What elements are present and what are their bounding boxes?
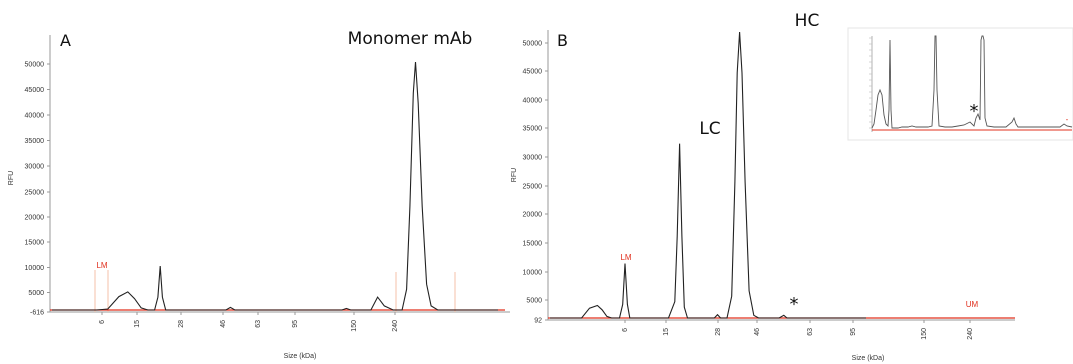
panel-a-ylabel: RFU bbox=[8, 171, 15, 185]
panel-b-inset: - * bbox=[847, 27, 1073, 141]
panel-a-trace bbox=[52, 61, 498, 311]
panel-b-x-tick-label: 6 bbox=[622, 328, 629, 332]
panel-a-x-tick-label: 63 bbox=[255, 320, 262, 328]
panel-b-y-tick-label: 25000 bbox=[523, 184, 543, 191]
panel-a-y-tick-label: 50000 bbox=[25, 62, 45, 69]
panel-a-y-tick-label: 15000 bbox=[25, 240, 45, 247]
panel-b-x-tick-label: 15 bbox=[663, 328, 670, 336]
inset-asterisk: * bbox=[970, 101, 979, 122]
panel-a-y-tick-label: 45000 bbox=[25, 87, 45, 94]
panel-a-y-ticks: -616 5000 10000 15000 20000 25000 30000 35000 40… bbox=[25, 62, 50, 317]
panel-b-lc-label: LC bbox=[699, 119, 720, 139]
panel-b-y-tick-label: 40000 bbox=[523, 98, 543, 105]
panel-a-chart: A RFU Size (kDa) -616 5000 10000 15000 20000… bbox=[8, 29, 510, 360]
panel-b-xlabel: Size (kDa) bbox=[852, 355, 885, 362]
panel-b-y-tick-label: 15000 bbox=[523, 241, 543, 248]
panel-a-y-tick-label: 10000 bbox=[25, 265, 45, 272]
panel-b-y-tick-label: 45000 bbox=[523, 69, 543, 76]
panel-b-hc-label: HC bbox=[795, 11, 820, 31]
panel-b-y-tick-label: 35000 bbox=[523, 126, 543, 133]
inset-frame bbox=[847, 27, 1073, 141]
panel-b-y-ticks: 92 5000 10000 15000 20000 25000 30000 35000 4000… bbox=[523, 41, 548, 325]
panel-a-y-tick-label: -616 bbox=[30, 310, 44, 317]
panel-b-x-ticks: 6 15 28 46 63 95 150 240 bbox=[622, 320, 974, 340]
panel-a-x-tick-label: 240 bbox=[392, 320, 399, 332]
panel-b-x-tick-label: 63 bbox=[807, 328, 814, 336]
panel-b-y-tick-label: 50000 bbox=[523, 41, 543, 48]
panel-b-letter: B bbox=[557, 31, 568, 50]
panel-a-x-tick-label: 95 bbox=[292, 320, 299, 328]
panel-a-x-tick-label: 150 bbox=[351, 320, 358, 332]
panel-b-um-label: UM bbox=[966, 300, 979, 309]
panel-a-lm-label: LM bbox=[96, 261, 107, 270]
panel-a-y-tick-label: 35000 bbox=[25, 138, 45, 145]
panel-a-y-tick-label: 30000 bbox=[25, 164, 45, 171]
panel-a-y-tick-label: 20000 bbox=[25, 215, 45, 222]
panel-b-trace bbox=[550, 31, 866, 319]
panel-a-x-ticks: 6 15 28 46 63 95 150 240 bbox=[99, 312, 399, 332]
panel-b-x-tick-label: 46 bbox=[754, 328, 761, 336]
panel-a-x-tick-label: 15 bbox=[134, 320, 141, 328]
panel-a-letter: A bbox=[60, 31, 71, 50]
panel-b-x-tick-label: 150 bbox=[921, 328, 928, 340]
panel-b-y-tick-label: 5000 bbox=[526, 298, 542, 305]
panel-a-x-tick-label: 6 bbox=[99, 320, 106, 324]
panel-b-y-tick-label: 10000 bbox=[523, 270, 543, 277]
panel-a-y-tick-label: 5000 bbox=[28, 290, 44, 297]
panel-b-chart: B RFU Size (kDa) 92 5000 10000 15000 20000 25… bbox=[511, 11, 1073, 362]
panel-b-y-tick-label: 30000 bbox=[523, 155, 543, 162]
panel-b-y-tick-label: 20000 bbox=[523, 212, 543, 219]
inset-y-ticks bbox=[869, 37, 872, 129]
inset-um-marker: - bbox=[1066, 115, 1069, 124]
panel-a-y-tick-label: 25000 bbox=[25, 190, 45, 197]
panel-a-xlabel: Size (kDa) bbox=[284, 353, 317, 360]
panel-b-x-tick-label: 240 bbox=[967, 328, 974, 340]
panel-a-y-tick-label: 40000 bbox=[25, 113, 45, 120]
panel-b-x-tick-label: 28 bbox=[715, 328, 722, 336]
panel-a-x-tick-label: 28 bbox=[178, 320, 185, 328]
panel-b-y-tick-label: 92 bbox=[534, 318, 542, 325]
panel-b-asterisk-main: * bbox=[790, 294, 799, 315]
panel-b-ylabel: RFU bbox=[511, 168, 518, 182]
panel-a-x-tick-label: 46 bbox=[220, 320, 227, 328]
panel-b-x-tick-label: 95 bbox=[850, 328, 857, 336]
inset-trace bbox=[871, 35, 1073, 129]
panel-b-lm-label: LM bbox=[620, 253, 631, 262]
panel-a-monomer-label: Monomer mAb bbox=[348, 29, 473, 49]
